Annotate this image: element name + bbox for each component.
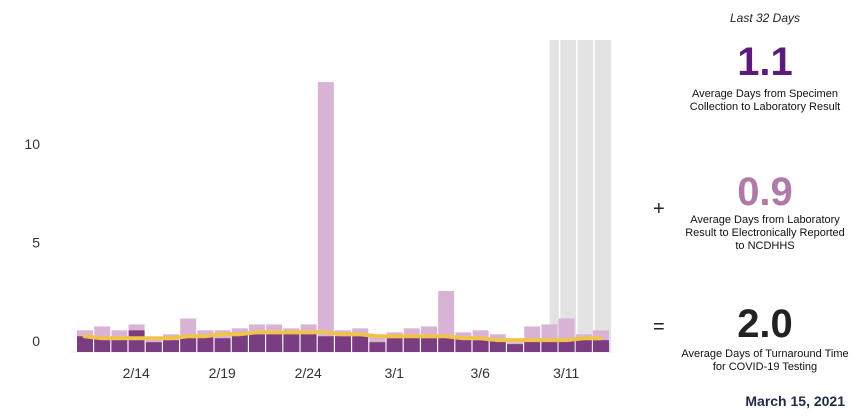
turnaround-value: 2.0	[737, 302, 793, 346]
bar-collection	[455, 338, 472, 352]
x-tick-label: 3/11	[553, 365, 579, 381]
bar-collection	[163, 340, 179, 352]
y-tick-label: 10	[24, 136, 40, 152]
reporting-desc: Average Days from Laboratory Result to E…	[685, 214, 845, 252]
report-date: March 15, 2021	[745, 393, 845, 409]
bar-collection	[145, 342, 162, 352]
turnaround-desc: Average Days of Turnaround Time for COVI…	[681, 348, 849, 373]
bar-collection	[558, 340, 575, 352]
grid	[70, 40, 614, 353]
bar-collection	[541, 340, 558, 352]
bar-collection	[593, 340, 609, 352]
bar-collection	[317, 336, 334, 352]
bar-collection	[507, 344, 523, 352]
x-tick-label: 2/24	[295, 365, 322, 381]
bar-collection	[180, 338, 197, 352]
bar-collection	[266, 334, 283, 352]
bar-collection	[489, 340, 506, 352]
bar-collection	[352, 336, 369, 352]
x-tick-label: 3/6	[470, 365, 490, 381]
bar-collection	[111, 338, 128, 352]
bar-collection	[438, 336, 455, 352]
bar-collection	[403, 336, 420, 352]
shaded-region	[549, 40, 612, 352]
bar-collection	[386, 338, 403, 352]
bars	[77, 82, 609, 353]
bar-collection	[472, 340, 489, 352]
bar-collection	[128, 330, 145, 352]
turnaround-bar-chart: 0 5 10 2/14 2/19 2/24 3/1 3/6 3/11	[24, 40, 614, 381]
bar-collection	[335, 336, 351, 352]
x-tick-label: 2/19	[209, 365, 236, 381]
bar-collection	[197, 336, 214, 352]
reporting-value: 0.9	[737, 170, 793, 214]
equals-sign: =	[653, 316, 665, 338]
bar-collection	[77, 336, 93, 352]
bar-collection	[300, 334, 317, 352]
x-tick-label: 2/14	[123, 365, 150, 381]
bar-collection	[249, 334, 265, 352]
bar-collection	[524, 340, 541, 352]
bar-collection	[369, 342, 386, 352]
bar-collection	[575, 338, 592, 352]
bar-reporting	[317, 82, 334, 353]
x-tick-label: 3/1	[384, 365, 404, 381]
bar-collection	[94, 338, 111, 352]
y-tick-label: 5	[32, 235, 40, 251]
bar-collection	[283, 334, 300, 352]
plus-sign: +	[653, 198, 665, 220]
y-axis: 0 5 10	[24, 136, 40, 349]
bar-collection	[421, 338, 437, 352]
bar-collection	[231, 334, 248, 352]
y-tick-label: 0	[32, 333, 40, 349]
period-label: Last 32 Days	[729, 11, 801, 25]
collection-value: 1.1	[737, 40, 793, 84]
collection-desc: Average Days from Specimen Collection to…	[689, 88, 841, 113]
x-axis: 2/14 2/19 2/24 3/1 3/6 3/11	[123, 365, 580, 381]
average-line	[82, 330, 603, 343]
bar-collection	[214, 338, 231, 352]
